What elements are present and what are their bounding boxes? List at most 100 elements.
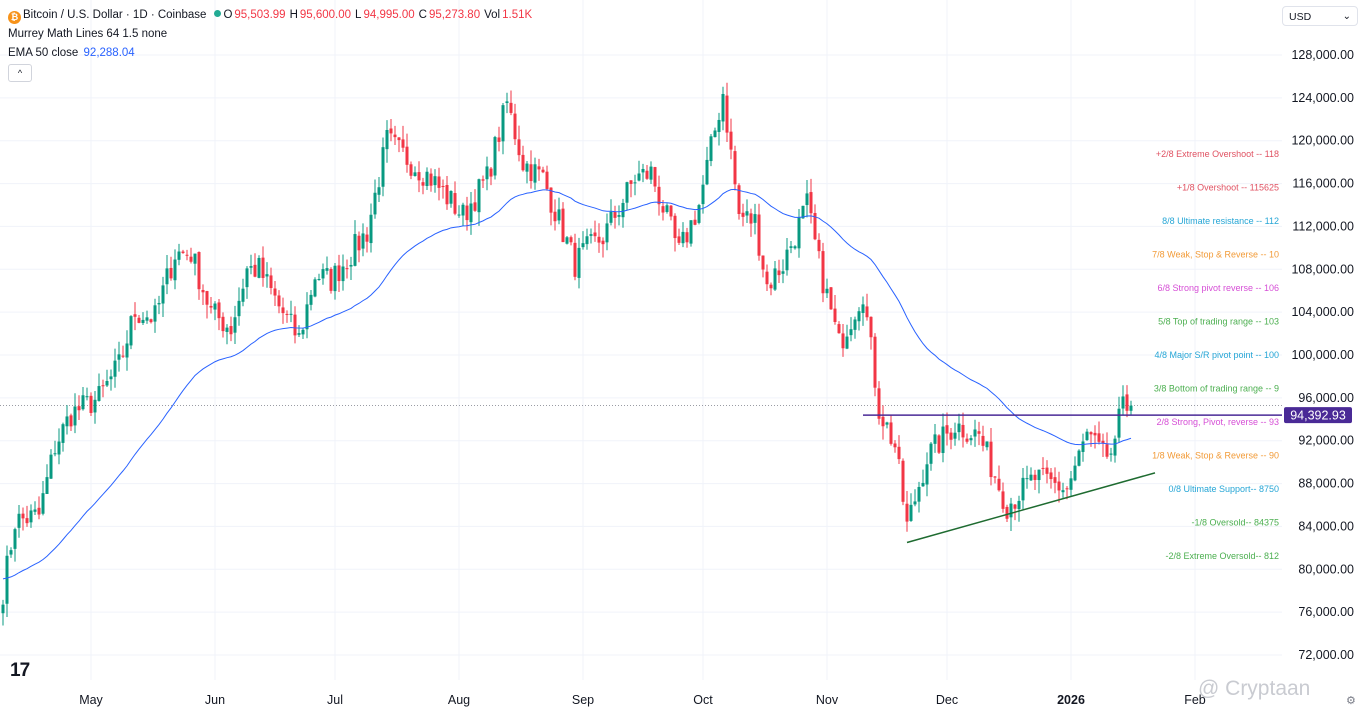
candle-body: [785, 249, 789, 271]
candle-body: [825, 288, 829, 294]
murrey-legend[interactable]: Murrey Math Lines 64 1.5 none: [8, 28, 169, 40]
tradingview-logo[interactable]: 17: [10, 660, 30, 681]
candle-body: [465, 205, 469, 221]
candle-body: [373, 192, 377, 215]
currency-select[interactable]: USD ⌄: [1282, 6, 1358, 26]
ema-line: [2, 188, 1132, 580]
trendline: [906, 472, 1156, 544]
hline-price-label: 94,392.93: [1290, 409, 1346, 423]
candle-body: [1033, 474, 1037, 480]
candle-body: [65, 416, 69, 427]
candle-body: [441, 185, 445, 188]
candle-body: [541, 169, 545, 173]
candle-body: [25, 518, 29, 524]
chart-grid: [0, 0, 1282, 680]
candle-body: [401, 139, 405, 148]
candle-body: [1113, 438, 1117, 456]
murrey-level-label: 7/8 Weak, Stop & Reverse -- 10: [1152, 250, 1279, 260]
ema-50-series: [2, 188, 1132, 580]
candle-body: [733, 151, 737, 185]
candle-body: [601, 240, 605, 245]
candle-body: [629, 180, 633, 184]
candle-body: [169, 267, 173, 279]
candle-body: [1053, 477, 1057, 483]
candle-body: [133, 314, 137, 317]
candlestick-series: [1, 82, 1133, 626]
candle-body: [457, 214, 461, 216]
y-tick-label: 116,000.00: [1292, 177, 1354, 191]
time-axis[interactable]: May Jun Jul Aug Sep Oct Nov Dec 2026 Feb: [79, 693, 1206, 707]
murrey-level-label: +2/8 Extreme Overshoot -- 118: [1156, 149, 1279, 159]
candle-body: [389, 128, 393, 134]
candle-body: [617, 215, 621, 217]
gear-icon[interactable]: ⚙: [1346, 695, 1356, 707]
candle-body: [201, 289, 205, 293]
candle-body: [625, 182, 629, 203]
candle-body: [145, 317, 149, 321]
candle-body: [861, 304, 865, 314]
candle-body: [633, 182, 637, 184]
candle-body: [745, 211, 749, 216]
candle-body: [853, 319, 857, 330]
candle-body: [153, 305, 157, 322]
watermark-text: @ Cryptaan: [1198, 677, 1311, 700]
ema-legend[interactable]: EMA 50 close 92,288.04: [8, 47, 137, 59]
candle-body: [937, 435, 941, 453]
x-tick-label: Nov: [816, 693, 839, 707]
candle-body: [445, 184, 449, 205]
candle-body: [1005, 506, 1009, 519]
candle-body: [101, 385, 105, 387]
candle-body: [749, 213, 753, 224]
ohlc-value-h: 95,600.00: [299, 9, 352, 21]
candle-body: [61, 424, 65, 443]
candle-body: [205, 291, 209, 305]
candle-body: [257, 257, 261, 278]
candle-body: [865, 306, 869, 318]
murrey-level-label: 6/8 Strong pivot reverse -- 106: [1157, 283, 1279, 293]
candle-body: [701, 184, 705, 205]
y-tick-label: 84,000.00: [1298, 519, 1354, 533]
candle-body: [497, 137, 501, 142]
candle-body: [1129, 405, 1133, 411]
y-tick-label: 76,000.00: [1298, 605, 1354, 619]
symbol-legend[interactable]: ₿ Bitcoin / U.S. Dollar · 1D · Coinbase O 9…: [8, 9, 538, 24]
candle-body: [573, 242, 577, 277]
candle-body: [413, 172, 417, 177]
candle-body: [989, 441, 993, 478]
murrey-level-label: 4/8 Major S/R pivot point -- 100: [1154, 350, 1279, 360]
collapse-legend-button[interactable]: ^: [8, 64, 32, 82]
ohlc-value-vol: 1.51K: [502, 9, 533, 21]
candle-body: [685, 232, 689, 243]
x-tick-label: May: [79, 693, 103, 707]
candle-body: [217, 302, 221, 319]
currency-select-value: USD: [1289, 11, 1312, 23]
candle-body: [177, 251, 181, 260]
candle-body: [653, 167, 657, 187]
candle-body: [329, 268, 333, 291]
candle-body: [165, 268, 169, 285]
murrey-level-label: -1/8 Oversold-- 84375: [1191, 517, 1279, 527]
candle-body: [809, 192, 813, 214]
candle-body: [77, 406, 81, 411]
candle-body: [397, 137, 401, 141]
ohlc-value-l: 94,995.00: [363, 9, 415, 21]
candle-body: [113, 360, 117, 377]
candle-body: [97, 386, 101, 401]
price-axis[interactable]: 128,000.00 124,000.00 120,000.00 116,000.00…: [1291, 48, 1354, 662]
candle-body: [805, 193, 809, 206]
candle-body: [1013, 504, 1017, 509]
candle-body: [741, 212, 745, 217]
candle-body: [493, 137, 497, 176]
candle-body: [577, 247, 581, 278]
candle-body: [461, 204, 465, 216]
candle-body: [229, 326, 233, 335]
candle-body: [509, 102, 513, 113]
candle-body: [517, 139, 521, 156]
candle-body: [45, 477, 49, 494]
candle-body: [665, 205, 669, 212]
ohlc-key-o: O: [223, 9, 233, 21]
bitcoin-icon: ₿: [8, 11, 21, 24]
candle-body: [973, 429, 977, 437]
candle-body: [609, 211, 613, 223]
